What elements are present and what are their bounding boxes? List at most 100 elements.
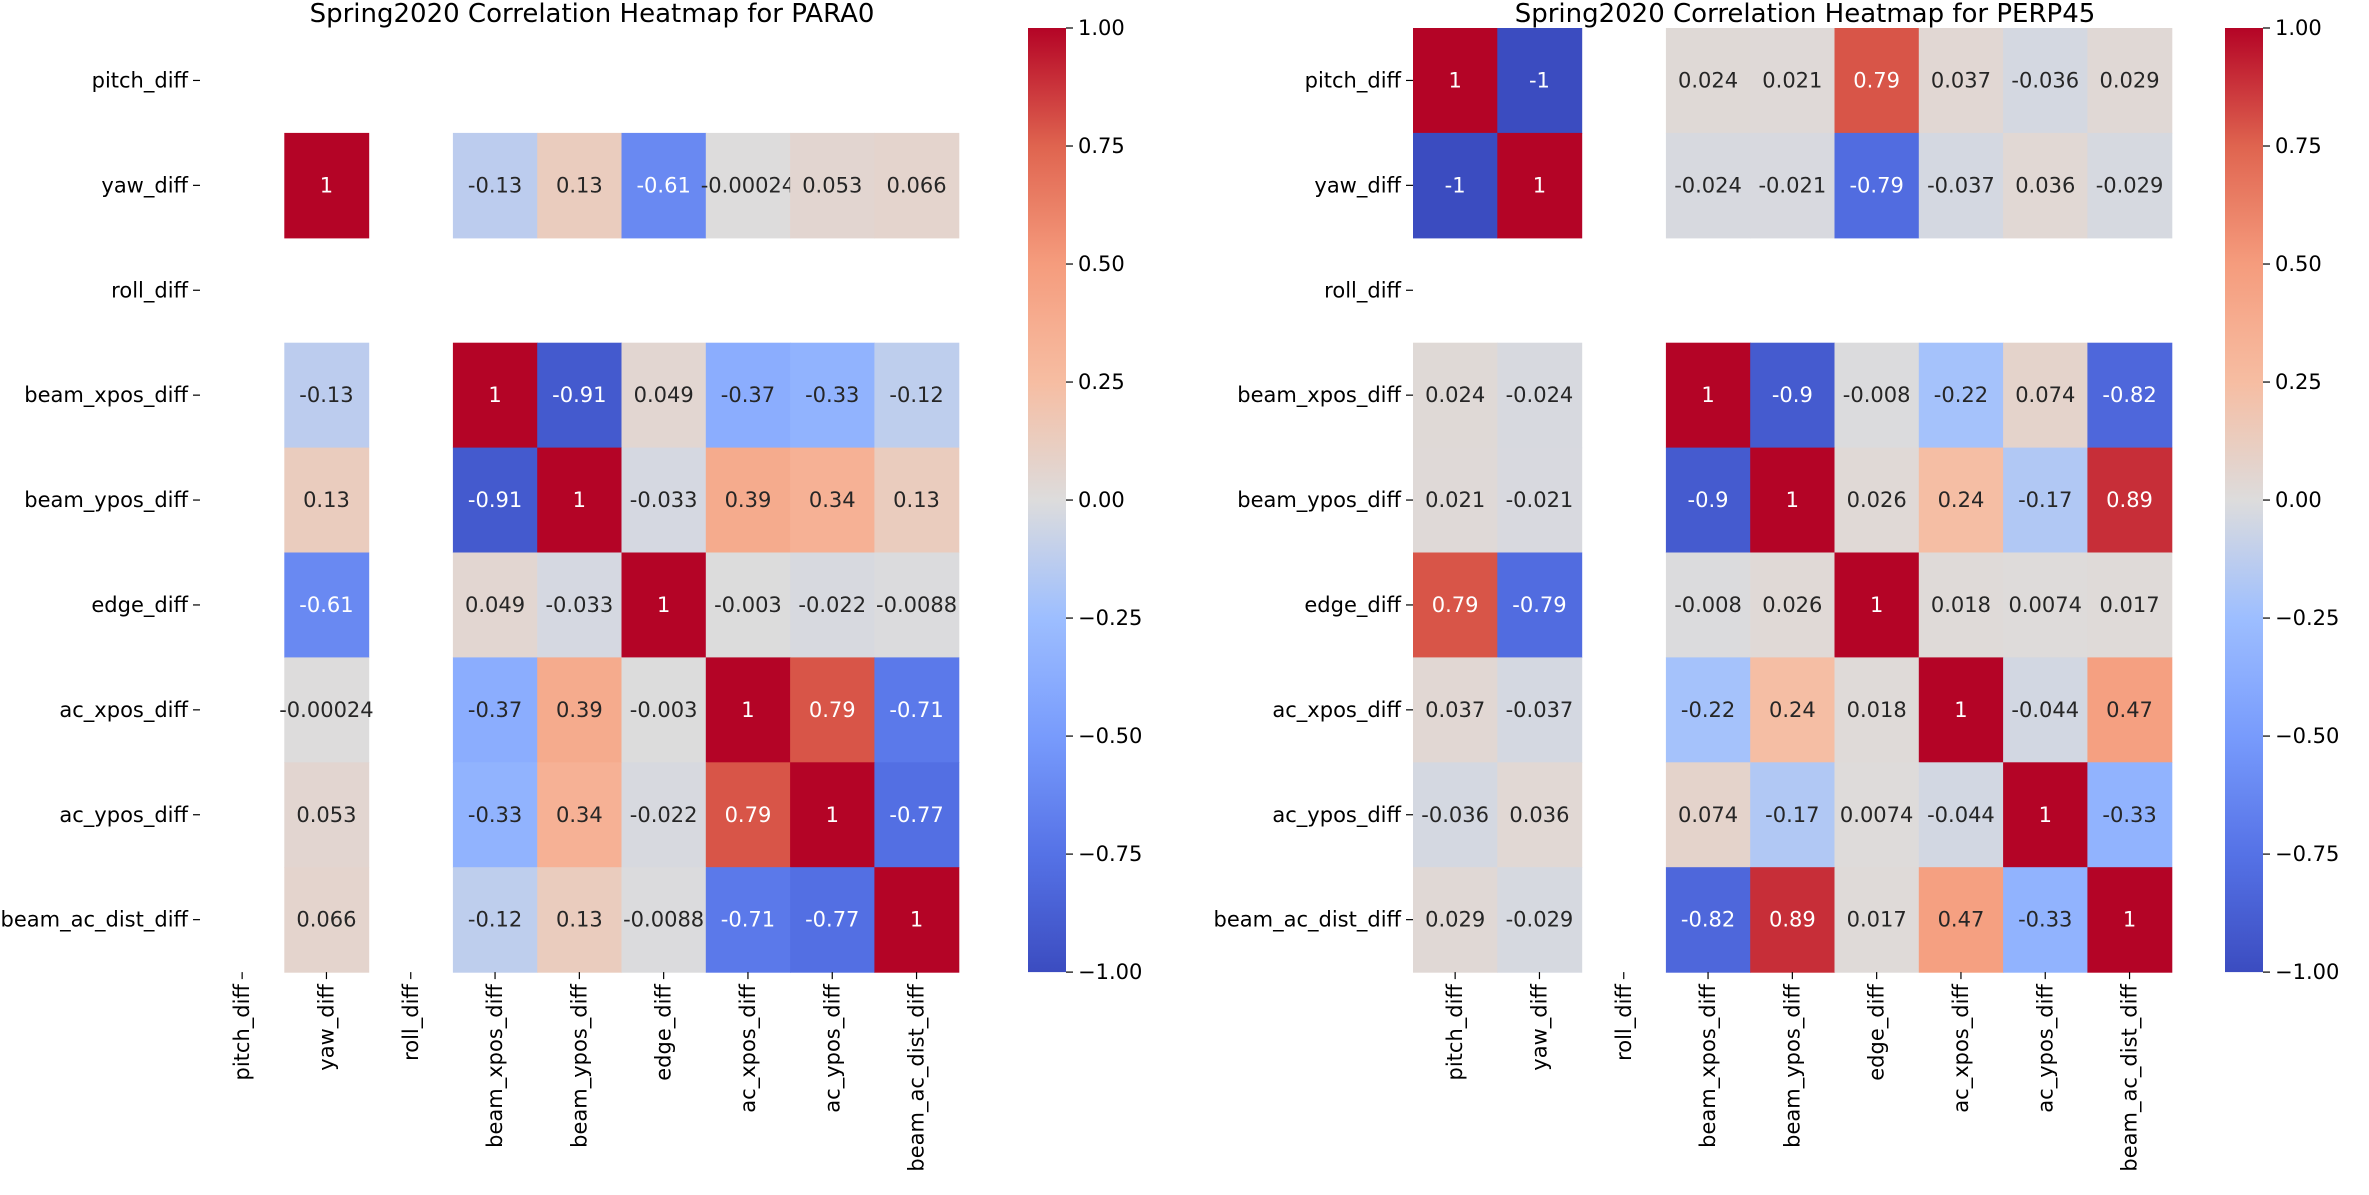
heatmap-cell: [1413, 28, 1498, 134]
x-tick-label: beam_xpos_diff: [483, 984, 508, 1148]
cell-value-label: 0.026: [1847, 488, 1907, 512]
cell-value-label: -0.17: [1765, 803, 1819, 827]
cell-value-label: 0.47: [1938, 908, 1985, 932]
heatmap-cell: [621, 552, 707, 658]
cell-value-label: 0.018: [1847, 698, 1907, 722]
heatmap-cell: [2003, 762, 2088, 868]
cell-value-label: 1: [657, 593, 670, 617]
x-tick-label: beam_ac_dist_diff: [2118, 984, 2143, 1172]
heatmap-cell: [452, 132, 538, 239]
heatmap-cell: [452, 342, 538, 449]
x-tick-label: ac_ypos_diff: [820, 984, 845, 1113]
cell-value-label: -0.037: [1506, 698, 1574, 722]
colorbar-tick-label: 0.00: [1078, 488, 1125, 512]
heatmap-cell: [2087, 342, 2173, 449]
x-tick-label: yaw_diff: [1527, 984, 1552, 1071]
cell-value-label: -0.79: [1512, 593, 1566, 617]
cell-value-label: -0.0088: [876, 593, 957, 617]
heatmap-cell: [2087, 552, 2173, 658]
cell-value-label: -0.00024: [701, 173, 795, 197]
x-tick-label: pitch_diff: [1443, 984, 1468, 1081]
colorbar: [1028, 28, 1066, 973]
heatmap-cell: [1413, 447, 1498, 554]
cell-value-label: 0.89: [1769, 908, 1816, 932]
colorbar-tick-label: 0.75: [1078, 134, 1125, 158]
y-tick-label: ac_xpos_diff: [1272, 698, 1401, 723]
x-tick-label: edge_diff: [1865, 984, 1890, 1081]
heatmap-cell: [1413, 867, 1498, 973]
y-tick-label: pitch_diff: [1305, 68, 1402, 93]
heatmap-cell: [2087, 657, 2173, 763]
cell-value-label: 0.018: [1931, 593, 1991, 617]
heatmap-cell: [1834, 867, 1920, 973]
heatmap-cell: [874, 867, 960, 973]
cell-value-label: -0.71: [889, 698, 943, 722]
cell-value-label: 0.34: [809, 488, 856, 512]
heatmap-cell: [1750, 447, 1836, 554]
heatmap-cell: [705, 447, 791, 554]
cell-value-label: 0.049: [634, 383, 694, 407]
cell-value-label: 0.39: [556, 698, 603, 722]
heatmap-cell: [1750, 28, 1836, 134]
heatmap-cell: [1750, 657, 1836, 763]
x-tick-label: beam_ypos_diff: [567, 984, 592, 1148]
y-tick-label: ac_xpos_diff: [59, 698, 188, 723]
cell-value-label: 1: [1448, 68, 1461, 92]
heatmap-cell: [1918, 657, 2004, 763]
heatmap-cell: [1918, 552, 2004, 658]
cell-value-label: -0.003: [630, 698, 698, 722]
colorbar-tick-label: −0.50: [2275, 724, 2339, 748]
y-tick-label: pitch_diff: [92, 68, 189, 93]
cell-value-label: -0.044: [2011, 698, 2079, 722]
heatmap-cell: [537, 657, 623, 763]
heatmap-cell: [1834, 28, 1920, 134]
colorbar-tick-label: −0.75: [2275, 842, 2339, 866]
cell-value-label: 0.89: [2106, 488, 2153, 512]
heatmap-cell: [452, 447, 538, 554]
heatmap-cell: [1665, 132, 1751, 239]
heatmap-cell: [2003, 867, 2088, 973]
colorbar-tick-label: 0.50: [1078, 252, 1125, 276]
heatmap-cell: [1750, 342, 1836, 449]
cell-value-label: 0.39: [725, 488, 772, 512]
heatmap-cell: [1497, 867, 1583, 973]
heatmap-cell: [1834, 762, 1920, 868]
heatmap-cell: [1834, 552, 1920, 658]
cell-value-label: -0.036: [2011, 68, 2079, 92]
heatmap-cell: [2087, 867, 2173, 973]
chart-title: Spring2020 Correlation Heatmap for PARA0: [310, 0, 875, 29]
cell-value-label: -0.33: [805, 383, 859, 407]
x-tick-label: beam_xpos_diff: [1696, 984, 1721, 1148]
colorbar-tick-label: 0.00: [2275, 488, 2322, 512]
cell-value-label: -0.12: [468, 908, 522, 932]
cell-value-label: -0.008: [1843, 383, 1911, 407]
y-tick-label: yaw_diff: [1314, 173, 1401, 198]
colorbar-tick-label: −0.25: [2275, 606, 2339, 630]
cell-value-label: -0.33: [2018, 908, 2072, 932]
heatmap-cell: [537, 762, 623, 868]
cell-value-label: 0.037: [1931, 68, 1991, 92]
cell-value-label: -0.021: [1506, 488, 1574, 512]
cell-value-label: 0.24: [1769, 698, 1816, 722]
heatmap-cell: [621, 762, 707, 868]
heatmap-cell: [2087, 762, 2173, 868]
heatmap-cell: [1413, 552, 1498, 658]
heatmap-cell: [284, 657, 370, 763]
heatmap-cell: [621, 132, 707, 239]
heatmap-cell: [1665, 28, 1751, 134]
x-tick-label: beam_ac_dist_diff: [905, 984, 930, 1172]
heatmap-cell: [2003, 28, 2088, 134]
y-tick-label: beam_xpos_diff: [1237, 383, 1401, 408]
heatmap-cell: [1665, 552, 1751, 658]
heatmap-cell: [537, 552, 623, 658]
heatmap-cell: [1834, 132, 1920, 239]
cell-value-label: -0.22: [1934, 383, 1988, 407]
cell-value-label: -0.024: [1674, 173, 1742, 197]
heatmap-cell: [452, 762, 538, 868]
heatmap-cell: [1497, 552, 1583, 658]
heatmap-cell: [1834, 342, 1920, 449]
cell-value-label: -0.0088: [623, 908, 704, 932]
cell-value-label: 1: [1954, 698, 1967, 722]
cell-value-label: -0.022: [798, 593, 866, 617]
heatmap-cell: [621, 867, 707, 973]
